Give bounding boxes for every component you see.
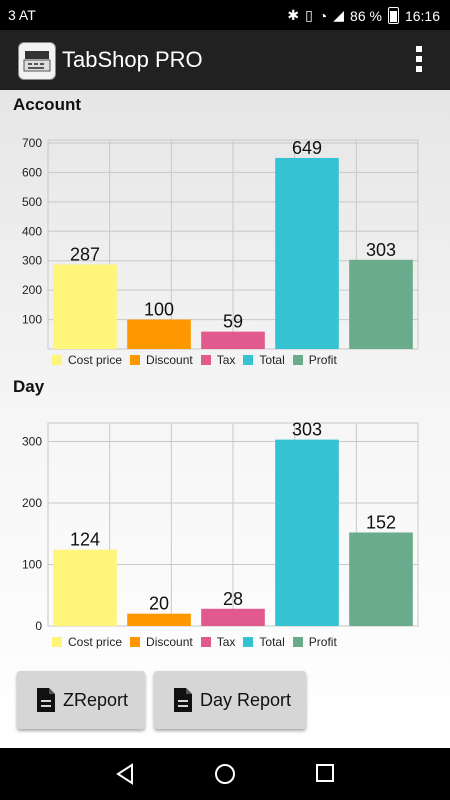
- bar-value-label: 100: [144, 300, 174, 320]
- bar-value-label: 124: [70, 530, 100, 550]
- legend-swatch: [130, 355, 141, 365]
- carrier-label: 3 AT: [8, 7, 36, 23]
- bar-discount: [127, 613, 191, 626]
- y-tick-label: 0: [35, 619, 42, 633]
- home-icon[interactable]: [214, 763, 236, 785]
- bar-value-label: 303: [366, 240, 396, 260]
- bar-total: [275, 439, 339, 626]
- vibrate-icon: ▯: [305, 7, 313, 23]
- legend-swatch: [243, 355, 254, 365]
- app-title: TabShop PRO: [62, 47, 203, 72]
- bar-value-label: 287: [70, 245, 100, 265]
- legend-label: Discount: [146, 353, 193, 367]
- cash-register-icon: [18, 42, 56, 80]
- y-tick-label: 700: [22, 136, 42, 150]
- legend-item: Total: [243, 635, 285, 649]
- bar-value-label: 28: [223, 589, 243, 609]
- bar-profit: [349, 532, 413, 626]
- legend-item: Tax: [200, 635, 236, 649]
- bar-total: [275, 157, 339, 349]
- legend-label: Total: [259, 353, 285, 367]
- legend-item: Profit: [292, 635, 337, 649]
- status-bar: 3 AT ✱ ▯ ◔ ◢ 86 % 16:16: [0, 0, 450, 30]
- report-content: [0, 90, 450, 748]
- clock: 16:16: [404, 7, 440, 24]
- bar-value-label: 649: [292, 138, 322, 158]
- legend-item: Cost price: [52, 635, 122, 649]
- account-legend: Cost price Discount Tax Total Profit: [52, 353, 345, 367]
- zreport-label: ZReport: [63, 689, 129, 710]
- day-title: Day: [13, 377, 45, 396]
- bar-value-label: 20: [149, 594, 169, 614]
- y-tick-label: 400: [22, 224, 42, 238]
- battery-icon: [387, 7, 399, 24]
- legend-item: Cost price: [52, 353, 122, 367]
- legend-swatch: [292, 637, 303, 647]
- legend-label: Discount: [146, 635, 193, 649]
- y-tick-label: 300: [22, 434, 42, 448]
- day-chart: 0 100 200 300 124 20 28 303 152: [22, 420, 419, 633]
- legend-label: Cost price: [68, 353, 123, 367]
- y-tick-label: 300: [22, 254, 42, 268]
- day-legend: Cost price Discount Tax Total Profit: [52, 635, 345, 649]
- y-tick-label: 600: [22, 165, 42, 179]
- bar-value-label: 303: [292, 420, 322, 440]
- y-tick-label: 500: [22, 195, 42, 209]
- wifi-icon: ◔: [318, 7, 328, 24]
- bar-tax: [201, 608, 265, 626]
- overflow-menu-icon[interactable]: [414, 46, 424, 74]
- zreport-button[interactable]: ZReport: [17, 671, 145, 729]
- y-tick-label: 200: [22, 496, 42, 510]
- legend-label: Cost price: [68, 635, 123, 649]
- bar-discount: [127, 319, 191, 349]
- navigation-bar: [0, 748, 450, 800]
- legend-label: Profit: [308, 635, 337, 649]
- legend-swatch: [200, 637, 211, 647]
- legend-label: Tax: [216, 353, 236, 367]
- legend-swatch: [243, 637, 254, 647]
- status-right: ✱ ▯ ◔ ◢ 86 % 16:16: [287, 7, 440, 24]
- legend-label: Total: [259, 635, 285, 649]
- bar-cost-price: [53, 264, 117, 349]
- bar-tax: [201, 331, 265, 349]
- legend-swatch: [292, 355, 303, 365]
- recent-apps-icon[interactable]: [315, 763, 335, 783]
- signal-icon: ◢: [333, 7, 345, 23]
- legend-label: Profit: [308, 353, 337, 367]
- back-icon[interactable]: [114, 763, 136, 785]
- legend-item: Discount: [130, 353, 193, 367]
- legend-item: Tax: [200, 353, 236, 367]
- legend-swatch: [130, 637, 141, 647]
- account-chart: 100 200 300 400 500 600 700 287 100 59 649 303: [22, 136, 419, 350]
- day-report-button[interactable]: Day Report: [154, 671, 306, 729]
- bar-cost-price: [53, 549, 117, 626]
- legend-item: Profit: [292, 353, 337, 367]
- document-icon: [37, 688, 55, 712]
- bar-profit: [349, 259, 413, 349]
- legend-swatch: [52, 637, 62, 647]
- y-tick-label: 100: [22, 557, 42, 571]
- account-title: Account: [13, 95, 81, 114]
- day-report-label: Day Report: [200, 689, 292, 710]
- bar-value-label: 59: [223, 312, 243, 332]
- legend-item: Total: [243, 353, 285, 367]
- bluetooth-icon: ✱: [287, 7, 300, 23]
- legend-item: Discount: [130, 635, 193, 649]
- legend-label: Tax: [216, 635, 236, 649]
- y-tick-label: 100: [22, 313, 42, 327]
- document-icon: [174, 688, 192, 712]
- app-bar: TabShop PRO: [0, 30, 450, 90]
- legend-swatch: [52, 355, 62, 365]
- y-tick-label: 200: [22, 283, 42, 297]
- bar-value-label: 152: [366, 512, 396, 532]
- battery-percent: 86 %: [350, 7, 382, 24]
- legend-swatch: [200, 355, 211, 365]
